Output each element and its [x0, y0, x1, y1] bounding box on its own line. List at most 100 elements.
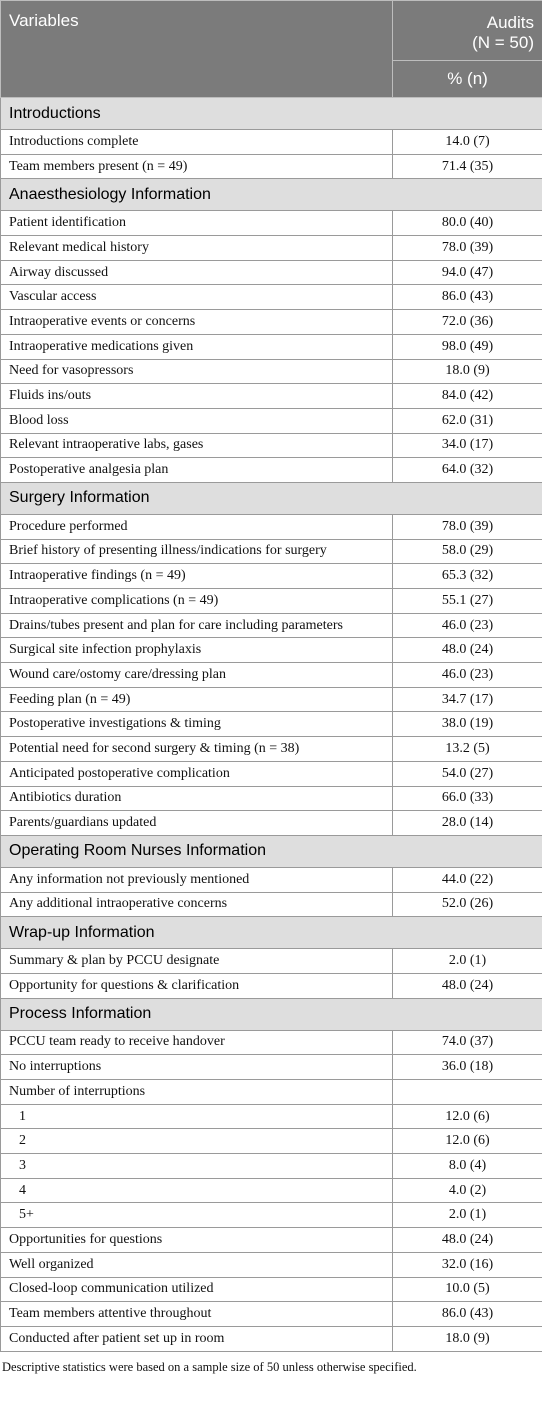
data-row: No interruptions 36.0 (18) [0, 1054, 542, 1080]
data-row: 4 4.0 (2) [0, 1177, 542, 1204]
data-row: Intraoperative findings (n = 49) 65.3 (32… [0, 563, 542, 589]
row-label: Opportunity for questions & clarificatio… [0, 972, 393, 999]
row-label: Intraoperative medications given [0, 333, 393, 360]
header-row: % (n) [1, 60, 542, 98]
row-label: Team members attentive throughout [0, 1301, 393, 1327]
section-row: Process Information [0, 997, 542, 1031]
row-value: 52.0 (26) [392, 891, 542, 918]
section-title: Operating Room Nurses Information [0, 834, 542, 868]
row-value: 18.0 (9) [392, 1325, 542, 1352]
data-row: 2 12.0 (6) [0, 1128, 542, 1155]
data-row: Vascular access 86.0 (43) [0, 284, 542, 311]
data-row: Patient identification 80.0 (40) [0, 210, 542, 237]
row-value: 80.0 (40) [392, 210, 542, 237]
row-value: 46.0 (23) [392, 612, 542, 639]
row-label: Any additional intraoperative concerns [0, 891, 393, 918]
header-unit: % (n) [392, 60, 542, 98]
data-row: Any information not previously mentioned… [0, 866, 542, 893]
data-row: Wound care/ostomy care/dressing plan 46.0… [0, 662, 542, 688]
data-row: Team members attentive throughout 86.0 (4… [0, 1301, 542, 1327]
row-label: Vascular access [0, 284, 393, 311]
data-row: Intraoperative complications (n = 49) 55.… [0, 588, 542, 614]
row-value: 86.0 (43) [392, 1301, 542, 1327]
row-value: 13.2 (5) [392, 736, 542, 762]
row-label: Team members present (n = 49) [0, 153, 393, 180]
row-label: Summary & plan by PCCU designate [0, 948, 393, 974]
row-label: 3 [0, 1153, 393, 1179]
data-row: 3 8.0 (4) [0, 1153, 542, 1179]
data-row: PCCU team ready to receive handover 74.0 … [0, 1029, 542, 1056]
data-row: Feeding plan (n = 49) 34.7 (17) [0, 686, 542, 713]
data-row: Drains/tubes present and plan for care i… [0, 612, 542, 639]
data-row: Any additional intraoperative concerns 52… [0, 891, 542, 918]
row-value: 62.0 (31) [392, 407, 542, 434]
row-value: 44.0 (22) [392, 866, 542, 893]
row-label: Patient identification [0, 210, 393, 237]
row-label: Procedure performed [0, 513, 393, 540]
row-value: 72.0 (36) [392, 309, 542, 335]
row-value: 14.0 (7) [392, 129, 542, 155]
row-value: 58.0 (29) [392, 538, 542, 565]
row-label: Any information not previously mentioned [0, 866, 393, 893]
row-value: 12.0 (6) [392, 1103, 542, 1130]
row-value: 4.0 (2) [392, 1177, 542, 1204]
row-label: Drains/tubes present and plan for care i… [0, 612, 393, 639]
data-row: Antibiotics duration 66.0 (33) [0, 785, 542, 812]
data-row: Potential need for second surgery & timi… [0, 736, 542, 762]
row-value: 46.0 (23) [392, 662, 542, 688]
row-label: Potential need for second surgery & timi… [0, 736, 393, 762]
row-value: 74.0 (37) [392, 1029, 542, 1056]
data-row: Surgical site infection prophylaxis 48.0 … [0, 637, 542, 664]
row-value: 48.0 (24) [392, 637, 542, 664]
row-value: 65.3 (32) [392, 563, 542, 589]
data-row: 1 12.0 (6) [0, 1103, 542, 1130]
header-audits-title: Audits [486, 13, 534, 32]
header-row: Variables Audits (N = 50) [0, 0, 542, 98]
row-value: 34.0 (17) [392, 432, 542, 459]
row-value: 8.0 (4) [392, 1153, 542, 1179]
data-row: Summary & plan by PCCU designate 2.0 (1) [0, 948, 542, 974]
section-title: Anaesthesiology Information [0, 178, 542, 212]
row-value: 54.0 (27) [392, 760, 542, 787]
footnote: Descriptive statistics were based on a s… [2, 1359, 417, 1374]
row-label: Blood loss [0, 407, 393, 434]
row-label: Wound care/ostomy care/dressing plan [0, 662, 393, 688]
row-label: Surgical site infection prophylaxis [0, 637, 393, 664]
header-audits: Audits (N = 50) [392, 0, 542, 61]
data-row: Well organized 32.0 (16) [0, 1251, 542, 1278]
section-row: Surgery Information [0, 481, 542, 515]
section-title: Process Information [0, 997, 542, 1031]
row-value: 86.0 (43) [392, 284, 542, 311]
row-label: Closed-loop communication utilized [0, 1276, 393, 1303]
row-label: Need for vasopressors [0, 358, 393, 385]
row-value: 48.0 (24) [392, 1227, 542, 1253]
data-row: 5+ 2.0 (1) [0, 1202, 542, 1229]
section-row: Anaesthesiology Information [0, 178, 542, 212]
data-row: Need for vasopressors 18.0 (9) [0, 358, 542, 385]
row-value: 78.0 (39) [392, 235, 542, 261]
header-n: (N = 50) [472, 33, 534, 52]
row-value: 84.0 (42) [392, 383, 542, 409]
row-value: 64.0 (32) [392, 457, 542, 483]
row-label: Antibiotics duration [0, 785, 393, 812]
row-label: Airway discussed [0, 259, 393, 286]
row-label: Number of interruptions [0, 1079, 393, 1105]
data-row: Fluids ins/outs 84.0 (42) [0, 383, 542, 409]
row-value: 36.0 (18) [392, 1054, 542, 1080]
row-label: Relevant intraoperative labs, gases [0, 432, 393, 459]
row-value: 66.0 (33) [392, 785, 542, 812]
row-label: Postoperative investigations & timing [0, 711, 393, 738]
row-value: 10.0 (5) [392, 1276, 542, 1303]
data-row: Team members present (n = 49) 71.4 (35) [0, 153, 542, 180]
row-label: Opportunities for questions [0, 1227, 393, 1253]
row-value: 78.0 (39) [392, 513, 542, 540]
section-row: Operating Room Nurses Information [0, 834, 542, 868]
row-value: 2.0 (1) [392, 948, 542, 974]
section-title: Surgery Information [0, 481, 542, 515]
data-row: Conducted after patient set up in room 18… [0, 1325, 542, 1352]
row-value: 12.0 (6) [392, 1128, 542, 1155]
row-label: No interruptions [0, 1054, 393, 1080]
row-label: Intraoperative findings (n = 49) [0, 563, 393, 589]
row-label: Feeding plan (n = 49) [0, 686, 393, 713]
row-label: Intraoperative complications (n = 49) [0, 588, 393, 614]
